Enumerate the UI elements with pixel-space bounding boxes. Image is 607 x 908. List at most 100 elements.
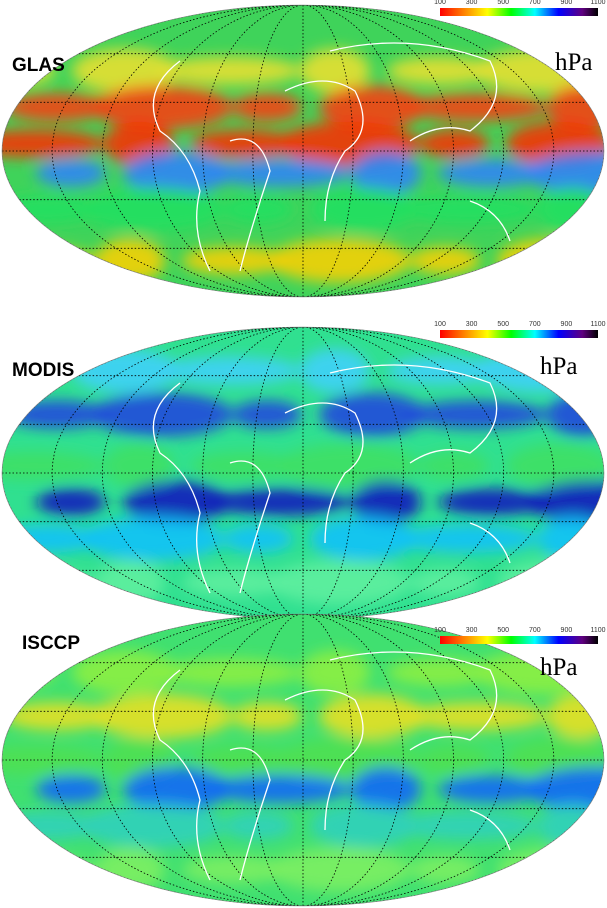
map-outline bbox=[1, 613, 605, 907]
field-blob bbox=[82, 187, 224, 232]
colorbar-tick-label: 900 bbox=[561, 0, 573, 6]
colorbar-tick-label: 300 bbox=[466, 0, 478, 6]
colorbar-tick-label: 1100 bbox=[590, 627, 605, 634]
unit-label: hPa bbox=[540, 353, 578, 380]
field-blob bbox=[191, 129, 297, 158]
graticule bbox=[202, 327, 404, 619]
colorbar bbox=[440, 330, 598, 338]
graticule bbox=[252, 5, 354, 297]
graticule bbox=[51, 614, 555, 906]
field-blob bbox=[310, 803, 416, 848]
colorbar-tick-label: 1100 bbox=[590, 0, 605, 6]
field-blob bbox=[319, 85, 425, 130]
field-blob bbox=[104, 443, 174, 488]
field-blob bbox=[387, 658, 493, 687]
unit-label: hPa bbox=[555, 49, 593, 76]
map-outline bbox=[1, 4, 605, 298]
field-blob bbox=[36, 488, 106, 517]
graticule bbox=[152, 614, 454, 906]
field-blob bbox=[419, 129, 489, 158]
field-blob bbox=[410, 246, 480, 275]
field-blob bbox=[538, 516, 604, 561]
colorbar-tick-label: 900 bbox=[561, 321, 573, 328]
field-blob bbox=[538, 803, 604, 848]
field-blob bbox=[310, 516, 416, 561]
map-body bbox=[2, 5, 604, 297]
map-panel: 100 300 500 700 900 1100 MODIS hPa bbox=[1, 321, 606, 620]
field-blob bbox=[319, 694, 425, 739]
field-blob bbox=[497, 238, 603, 283]
field-blob bbox=[397, 524, 539, 553]
field-blob bbox=[525, 150, 604, 195]
panel-label: ISCCP bbox=[22, 633, 80, 654]
field-blob bbox=[310, 187, 416, 232]
field-blob bbox=[210, 775, 352, 804]
field-blob bbox=[419, 451, 489, 480]
field-blob bbox=[159, 56, 301, 85]
field-blob bbox=[223, 811, 293, 840]
field-blob bbox=[72, 650, 178, 695]
field-blob bbox=[406, 400, 548, 429]
graticule bbox=[51, 327, 555, 619]
field-blob bbox=[497, 560, 603, 605]
field-blob bbox=[95, 847, 165, 892]
colorbar-tick-label: 100 bbox=[434, 0, 446, 6]
field-blob bbox=[36, 775, 106, 804]
colorbar bbox=[440, 8, 598, 16]
graticule bbox=[152, 327, 454, 619]
field-blob bbox=[95, 238, 165, 283]
field-blob bbox=[232, 400, 302, 429]
field-blob bbox=[410, 855, 480, 884]
field-blob bbox=[2, 246, 96, 275]
field-blob bbox=[82, 516, 224, 561]
graticule bbox=[152, 5, 454, 297]
field-blob bbox=[387, 56, 493, 85]
field-blob bbox=[497, 847, 603, 892]
colorbar-tick-label: 700 bbox=[529, 627, 541, 634]
field-blob bbox=[269, 847, 411, 892]
field-blob bbox=[82, 803, 224, 848]
field-blob bbox=[159, 356, 301, 385]
field-blob bbox=[91, 392, 233, 437]
field-blob bbox=[438, 158, 544, 187]
coastline bbox=[152, 42, 511, 272]
map-body bbox=[2, 614, 604, 906]
coastline bbox=[152, 651, 511, 881]
field-blob bbox=[506, 443, 604, 488]
field-blob bbox=[278, 443, 420, 488]
field-blob bbox=[232, 702, 302, 731]
field-blob bbox=[351, 480, 421, 525]
map-panel: 100 300 500 700 900 1100 GLAS hPa bbox=[1, 0, 606, 298]
field-blob bbox=[210, 158, 352, 187]
field-blob bbox=[72, 48, 178, 93]
graticule bbox=[252, 614, 354, 906]
map-panel: 100 300 500 700 900 1100 ISCCP hPa bbox=[1, 613, 606, 907]
field-blob bbox=[4, 93, 110, 122]
graticule bbox=[202, 614, 404, 906]
field-blob bbox=[95, 560, 165, 605]
colorbar-tick-label: 100 bbox=[434, 321, 446, 328]
colorbar bbox=[440, 636, 598, 644]
colorbar-tick-label: 100 bbox=[434, 627, 446, 634]
coastline bbox=[152, 364, 511, 594]
field-blob bbox=[538, 187, 604, 232]
graticule bbox=[252, 327, 354, 619]
colorbar-tick-label: 300 bbox=[466, 627, 478, 634]
panel-label: MODIS bbox=[12, 360, 74, 381]
graticule bbox=[101, 5, 505, 297]
graticule bbox=[101, 327, 505, 619]
field-blob bbox=[36, 158, 106, 187]
colorbar-tick-label: 500 bbox=[497, 627, 509, 634]
colorbar-tick-label: 500 bbox=[497, 321, 509, 328]
field-blob bbox=[123, 480, 229, 525]
colorbar-tick-label: 700 bbox=[529, 0, 541, 6]
field-blob bbox=[2, 658, 55, 687]
field-blob bbox=[123, 767, 229, 812]
field-blob bbox=[406, 93, 548, 122]
colorbar-tick-label: 900 bbox=[561, 627, 573, 634]
field-blob bbox=[123, 150, 229, 195]
field-blob bbox=[223, 524, 293, 553]
graticule bbox=[202, 5, 404, 297]
field-blob bbox=[4, 702, 110, 731]
